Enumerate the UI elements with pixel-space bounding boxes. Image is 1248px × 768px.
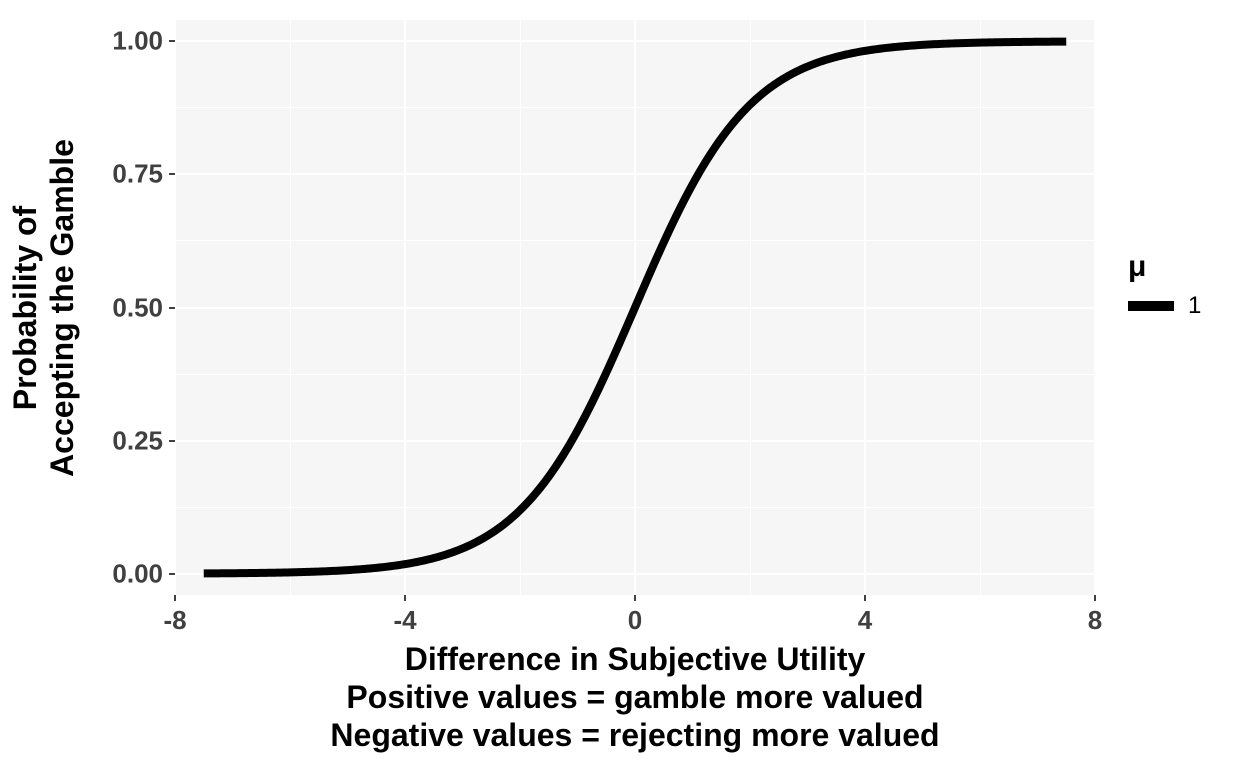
ytick-label: 0.50 (112, 292, 163, 323)
ytick-label: 0.00 (112, 558, 163, 589)
legend: μ1 (1128, 250, 1201, 320)
xtick-mark (864, 595, 866, 601)
xtick-mark (404, 595, 406, 601)
chart-container: -8 -4 0 4 8 0.00 0.25 0.50 0.75 1.00 Probability o… (0, 0, 1248, 768)
y-axis-label-line2: Accepting the Gamble (44, 139, 81, 477)
y-axis-label-line1: Probability of (7, 139, 44, 477)
xtick-mark (174, 595, 176, 601)
ytick-mark (169, 307, 175, 309)
x-axis-label-line1: Difference in Subjective Utility (405, 641, 866, 678)
xtick-label: 0 (628, 605, 642, 636)
legend-item-label: 1 (1188, 292, 1201, 320)
legend-swatch (1128, 301, 1174, 311)
xtick-label: 4 (858, 605, 872, 636)
x-axis-label-line2: Positive values = gamble more valued (346, 679, 923, 716)
ytick-label: 0.75 (112, 159, 163, 190)
x-axis-label-line3: Negative values = rejecting more valued (330, 717, 939, 754)
plot-panel (175, 20, 1095, 595)
ytick-label: 1.00 (112, 26, 163, 57)
y-axis-label: Probability ofAccepting the Gamble (7, 139, 81, 477)
ytick-label: 0.25 (112, 425, 163, 456)
ytick-mark (169, 173, 175, 175)
ytick-mark (169, 440, 175, 442)
xtick-label: -8 (163, 605, 186, 636)
xtick-mark (1094, 595, 1096, 601)
legend-title: μ (1128, 250, 1201, 284)
xtick-mark (634, 595, 636, 601)
legend-item: 1 (1128, 292, 1201, 320)
ytick-mark (169, 40, 175, 42)
logistic-curve (204, 42, 1067, 574)
xtick-label: 8 (1088, 605, 1102, 636)
xtick-label: -4 (393, 605, 416, 636)
ytick-mark (169, 573, 175, 575)
curve-svg (175, 20, 1095, 595)
